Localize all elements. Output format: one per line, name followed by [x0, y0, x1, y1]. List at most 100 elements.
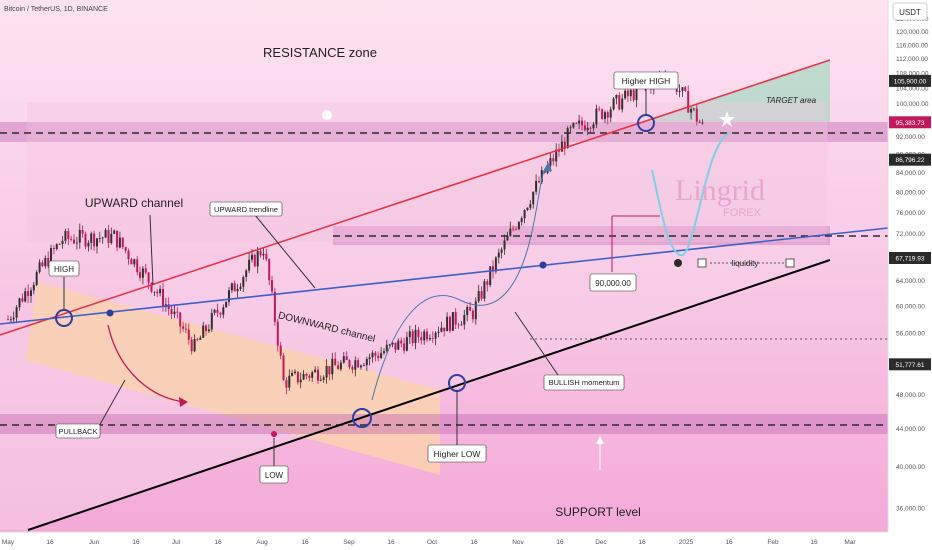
- measure-box: 90,000.00: [589, 273, 637, 292]
- x-tick-label: 16: [301, 539, 309, 546]
- candle-body: [245, 270, 248, 277]
- y-tick-label: 108,000.00: [896, 71, 929, 78]
- candle-body: [354, 360, 357, 370]
- candle-body: [552, 158, 555, 162]
- candle-body: [113, 230, 116, 234]
- mid-band: [333, 226, 830, 245]
- info-circle-icon[interactable]: [322, 110, 332, 120]
- currency-button[interactable]: USDT: [892, 2, 928, 21]
- candle-body: [101, 237, 104, 239]
- high-label: HIGH: [54, 265, 74, 274]
- candle-body: [256, 251, 259, 267]
- candle-body: [578, 120, 581, 124]
- candle-body: [526, 207, 529, 210]
- candle-body: [612, 98, 615, 110]
- candle-body: [371, 352, 374, 358]
- candle-body: [230, 283, 233, 291]
- candle-body: [460, 324, 463, 326]
- candle-body: [428, 338, 431, 340]
- candle-body: [41, 262, 44, 266]
- liquidity-label: liquidity: [732, 259, 759, 268]
- time-axis[interactable]: [0, 532, 888, 550]
- candle-body: [474, 301, 477, 320]
- candle-body: [64, 231, 67, 241]
- candle-body: [517, 222, 520, 230]
- candle-body: [601, 109, 604, 119]
- candle-body: [84, 233, 87, 247]
- candle-body: [572, 123, 575, 128]
- candle-body: [253, 254, 256, 267]
- candle-body: [308, 375, 311, 378]
- candle-body: [282, 355, 285, 381]
- candle-body: [621, 98, 624, 110]
- candle-body: [156, 291, 159, 294]
- candle-body: [351, 367, 354, 370]
- candle-body: [288, 375, 291, 388]
- resistance-zone-label: RESISTANCE zone: [263, 45, 377, 60]
- candle-body: [311, 372, 314, 378]
- bullish-connector: [514, 311, 561, 379]
- candle-body: [558, 149, 560, 152]
- candle-body: [219, 312, 222, 315]
- candle-body: [618, 95, 621, 110]
- x-tick-label: 16: [638, 539, 646, 546]
- candle-body: [583, 125, 586, 131]
- upward-trendline: [0, 227, 889, 325]
- candle-body: [463, 315, 466, 325]
- x-tick-label: 16: [387, 539, 395, 546]
- candle-body: [538, 181, 540, 183]
- candle-body: [32, 284, 35, 291]
- x-tick-label: 16: [556, 539, 564, 546]
- candle-body: [52, 248, 55, 249]
- upward-trendline-connector: [254, 214, 316, 289]
- candle-body: [560, 141, 563, 152]
- pullback-arrowhead: [179, 397, 188, 407]
- target-star-icon: [719, 111, 735, 127]
- candle-body: [296, 371, 299, 383]
- candle-body: [331, 358, 334, 375]
- price-tag-box: [889, 153, 931, 166]
- candle-body: [515, 228, 517, 230]
- y-tick-label: 80,000.00: [896, 190, 925, 197]
- candle-body: [196, 339, 199, 340]
- candle-body: [167, 304, 170, 310]
- x-tick-label: Feb: [767, 539, 779, 546]
- y-tick-label: 60,000.00: [896, 303, 925, 310]
- candle-body: [147, 272, 150, 283]
- x-tick-label: 16: [810, 539, 818, 546]
- candle-body: [604, 112, 606, 119]
- price-tag-label: 67,719.93: [896, 256, 925, 263]
- x-tick-label: Mar: [844, 539, 856, 546]
- candle-body: [242, 277, 245, 287]
- candle-body: [233, 283, 236, 292]
- candle-body: [279, 345, 282, 356]
- time-axis-ticks: May 16 Jun 16 Jul 16 Aug 16 Sep 16 Oct 16 Nov 16 Dec 16…: [2, 539, 857, 546]
- support-level-label: SUPPORT level: [555, 505, 641, 519]
- candle-body: [207, 329, 210, 332]
- candle-body: [162, 288, 164, 307]
- candle-body: [110, 233, 113, 243]
- x-tick-label: May: [2, 539, 15, 546]
- candle-body: [159, 288, 162, 294]
- candle-body: [12, 317, 15, 320]
- pullback-box: PULLBACK: [55, 423, 101, 439]
- candle-body: [469, 307, 472, 311]
- candle-body: [213, 309, 216, 313]
- price-tag-label: 95,383.73: [896, 120, 925, 127]
- candle-body: [334, 358, 337, 366]
- candle-body: [563, 141, 566, 149]
- candle-body: [486, 281, 489, 285]
- candle-body: [494, 257, 497, 272]
- price-tag-label: 51,777.61: [896, 362, 925, 369]
- x-tick-label: Oct: [427, 539, 437, 546]
- price-axis[interactable]: [888, 0, 932, 550]
- candle-body: [489, 266, 492, 285]
- upward-channel-connector: [149, 214, 154, 286]
- candle-body: [124, 247, 127, 251]
- pullback-label: PULLBACK: [58, 427, 97, 436]
- y-tick-label: 92,000.00: [896, 134, 925, 141]
- candle-body: [411, 331, 414, 344]
- candle-body: [78, 230, 81, 243]
